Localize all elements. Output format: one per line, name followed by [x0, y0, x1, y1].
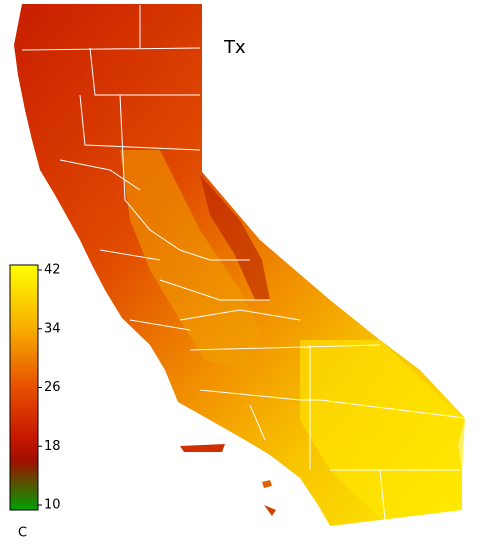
colorbar-tick-label: 42 [44, 263, 61, 278]
colorbar-unit: C [18, 526, 27, 541]
desert [300, 340, 465, 518]
county-lines [21, 5, 466, 521]
colorbar-ticks: 10 18 26 34 42 [38, 263, 61, 513]
map-title: Tx [223, 37, 246, 58]
island [264, 505, 276, 516]
colorbar-tick-label: 10 [44, 498, 61, 513]
island [262, 480, 272, 488]
central-valley [120, 150, 260, 370]
sierra [200, 175, 270, 300]
colorbar-tick-label: 34 [44, 321, 61, 336]
colorbar-tick-label: 26 [44, 380, 61, 395]
island [180, 444, 225, 452]
colorbar-tick-label: 18 [44, 439, 61, 454]
california [14, 4, 466, 526]
colorbar [9, 264, 39, 511]
